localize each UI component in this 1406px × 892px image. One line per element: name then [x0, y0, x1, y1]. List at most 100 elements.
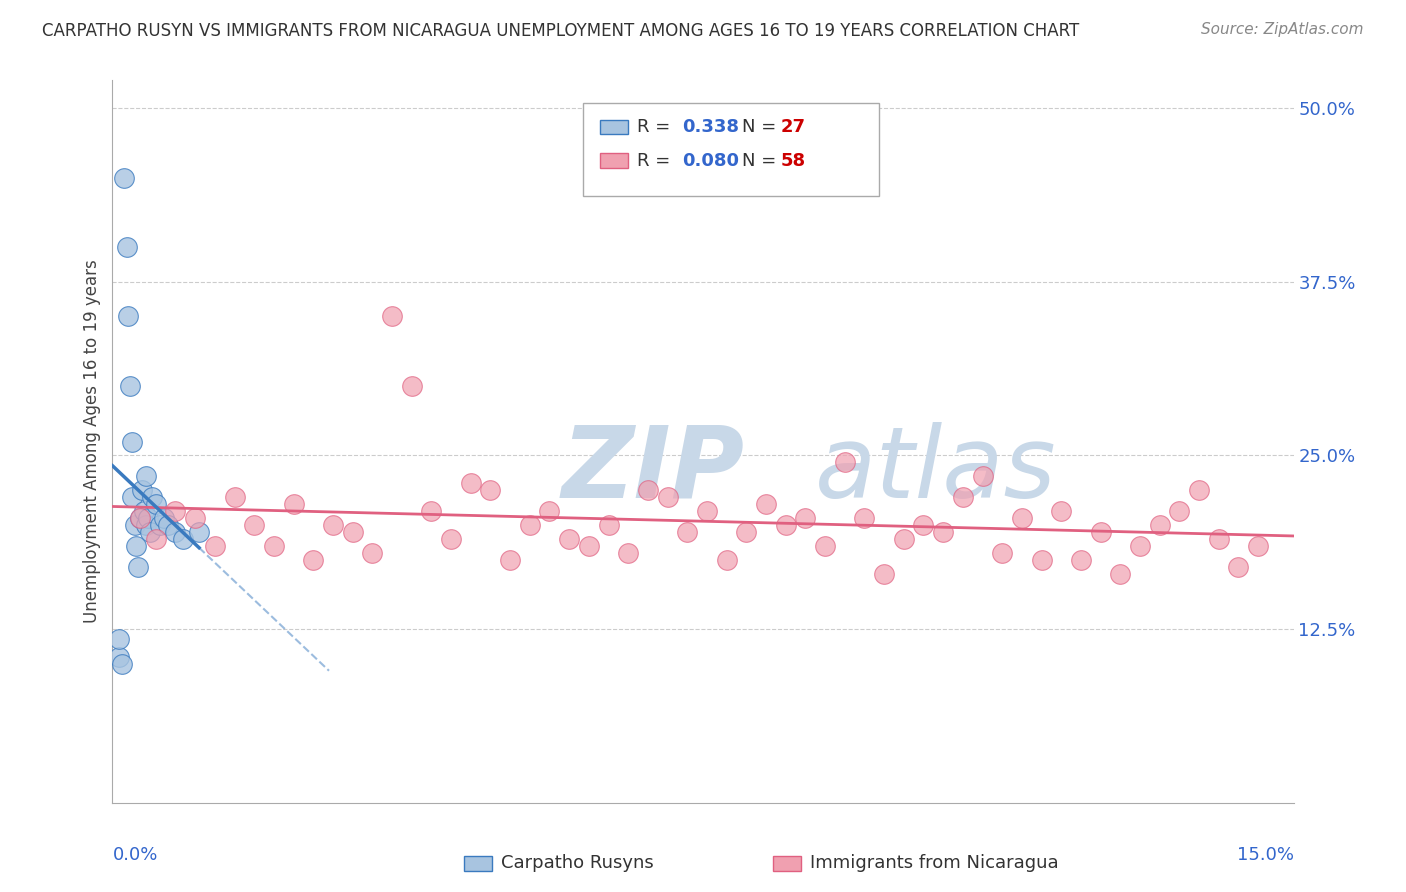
- Point: [263, 539, 285, 553]
- Text: 0.0%: 0.0%: [112, 847, 157, 864]
- Point: [121, 490, 143, 504]
- Text: atlas: atlas: [815, 422, 1057, 519]
- Point: [145, 532, 167, 546]
- Point: [361, 546, 384, 560]
- Point: [1109, 566, 1132, 581]
- Text: 58: 58: [780, 152, 806, 169]
- Point: [135, 469, 157, 483]
- Text: Carpatho Rusyns: Carpatho Rusyns: [501, 855, 654, 872]
- Point: [188, 524, 211, 539]
- Point: [440, 532, 463, 546]
- Point: [145, 497, 167, 511]
- Point: [696, 504, 718, 518]
- Point: [853, 511, 876, 525]
- Point: [381, 310, 404, 324]
- Point: [204, 539, 226, 553]
- Point: [676, 524, 699, 539]
- Text: R =: R =: [637, 152, 676, 169]
- Point: [1227, 559, 1250, 574]
- Point: [1208, 532, 1230, 546]
- Point: [794, 511, 817, 525]
- Point: [538, 504, 561, 518]
- Point: [873, 566, 896, 581]
- Point: [893, 532, 915, 546]
- Point: [1050, 504, 1073, 518]
- Point: [136, 511, 159, 525]
- Point: [184, 511, 207, 525]
- Text: R =: R =: [637, 118, 676, 136]
- Point: [243, 517, 266, 532]
- Point: [149, 517, 172, 532]
- Point: [1031, 552, 1053, 566]
- Text: 0.080: 0.080: [682, 152, 740, 169]
- Point: [107, 632, 129, 646]
- Point: [283, 497, 305, 511]
- Point: [716, 552, 738, 566]
- Point: [132, 504, 155, 518]
- Point: [420, 504, 443, 518]
- Text: Immigrants from Nicaragua: Immigrants from Nicaragua: [810, 855, 1059, 872]
- Point: [224, 490, 246, 504]
- Text: Source: ZipAtlas.com: Source: ZipAtlas.com: [1201, 22, 1364, 37]
- Point: [952, 490, 974, 504]
- Point: [598, 517, 620, 532]
- Text: N =: N =: [742, 152, 782, 169]
- Point: [131, 483, 153, 498]
- Point: [111, 657, 134, 671]
- Text: N =: N =: [742, 118, 782, 136]
- Text: ZIP: ZIP: [561, 422, 744, 519]
- Point: [112, 170, 135, 185]
- Point: [1149, 517, 1171, 532]
- Point: [735, 524, 758, 539]
- Point: [152, 511, 174, 525]
- Point: [932, 524, 955, 539]
- Point: [775, 517, 797, 532]
- Point: [617, 546, 640, 560]
- Point: [302, 552, 325, 566]
- Point: [519, 517, 541, 532]
- Point: [1188, 483, 1211, 498]
- Point: [139, 524, 162, 539]
- Text: CARPATHO RUSYN VS IMMIGRANTS FROM NICARAGUA UNEMPLOYMENT AMONG AGES 16 TO 19 YEA: CARPATHO RUSYN VS IMMIGRANTS FROM NICARA…: [42, 22, 1080, 40]
- Point: [814, 539, 837, 553]
- Point: [558, 532, 581, 546]
- Point: [637, 483, 659, 498]
- Point: [755, 497, 778, 511]
- Point: [107, 649, 129, 664]
- Point: [1090, 524, 1112, 539]
- Point: [401, 379, 423, 393]
- Point: [118, 379, 141, 393]
- Point: [115, 240, 138, 254]
- Point: [991, 546, 1014, 560]
- Point: [322, 517, 344, 532]
- Text: 0.338: 0.338: [682, 118, 740, 136]
- Point: [165, 504, 187, 518]
- Point: [129, 511, 152, 525]
- Point: [342, 524, 364, 539]
- Point: [129, 511, 152, 525]
- Point: [117, 310, 139, 324]
- Point: [1070, 552, 1092, 566]
- Point: [578, 539, 600, 553]
- Y-axis label: Unemployment Among Ages 16 to 19 years: Unemployment Among Ages 16 to 19 years: [83, 260, 101, 624]
- Point: [121, 434, 143, 449]
- Text: 27: 27: [780, 118, 806, 136]
- Point: [479, 483, 502, 498]
- Point: [172, 532, 194, 546]
- Point: [156, 517, 179, 532]
- Point: [972, 469, 994, 483]
- Point: [912, 517, 935, 532]
- Point: [127, 559, 149, 574]
- Point: [1247, 539, 1270, 553]
- Point: [135, 517, 157, 532]
- Point: [141, 490, 163, 504]
- Text: 15.0%: 15.0%: [1236, 847, 1294, 864]
- Point: [1011, 511, 1033, 525]
- Point: [125, 539, 148, 553]
- Point: [124, 517, 146, 532]
- Point: [834, 455, 856, 469]
- Point: [165, 524, 187, 539]
- Point: [1168, 504, 1191, 518]
- Point: [460, 476, 482, 491]
- Point: [499, 552, 522, 566]
